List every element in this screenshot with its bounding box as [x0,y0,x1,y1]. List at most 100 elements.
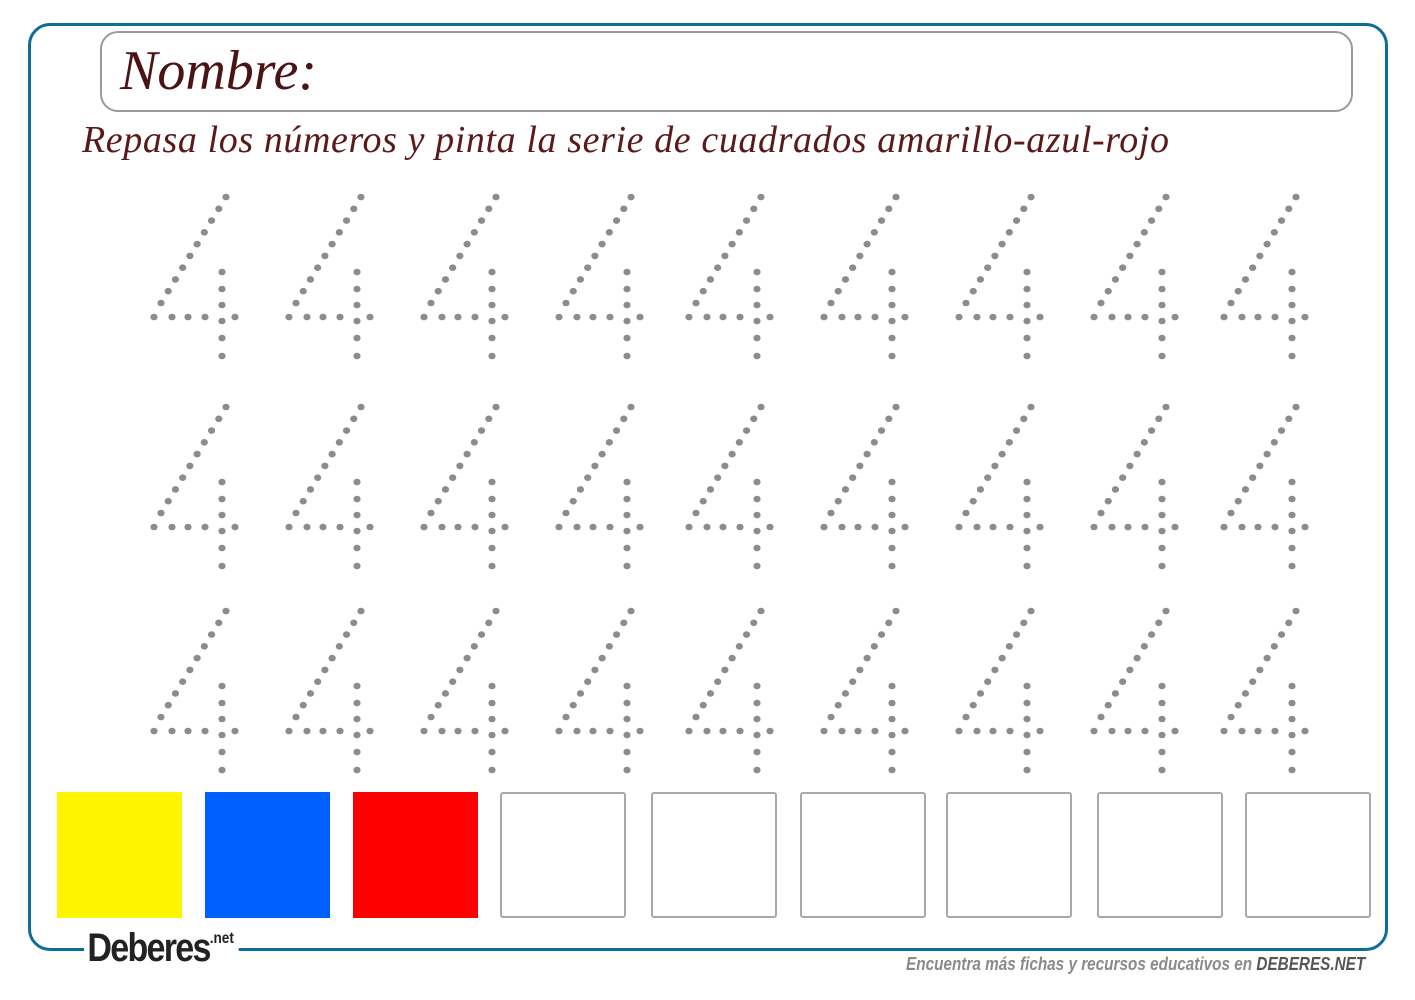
trace-dot [488,352,496,360]
trace-dot [1292,607,1300,615]
trace-dot [1036,523,1044,531]
trace-dot [471,313,479,321]
trace-dot [336,523,344,531]
trace-dot [888,301,896,309]
trace-dot [692,509,700,517]
trace-dot [1119,474,1127,481]
trace-dot [485,415,493,423]
trace-dot [834,497,842,505]
trace-dot [1234,497,1242,505]
trace-dot [1023,715,1031,723]
trace-dot [849,474,857,481]
trace-dot [856,462,864,470]
color-square-empty[interactable] [946,792,1072,918]
trace-dot [888,715,896,723]
tagline-text: Encuentra más fichas y recursos educativ… [905,954,1252,974]
trace-dot [171,690,180,697]
color-square-empty[interactable] [651,792,777,918]
dotted-digit-4 [820,193,909,360]
trace-dot [353,699,361,707]
trace-dot [1288,268,1296,276]
trace-dot [753,478,761,486]
trace-dot [589,727,597,735]
trace-dot [888,544,896,552]
trace-dot [1023,748,1031,756]
trace-dot [1288,562,1296,570]
trace-dot [1006,727,1014,735]
trace-dot [303,523,311,531]
dotted-digit-4 [420,403,509,570]
trace-dot [627,607,635,615]
trace-dot [706,276,715,283]
trace-dot [1254,727,1262,735]
color-square-empty[interactable] [500,792,626,918]
trace-dot [1162,193,1170,201]
trace-dot [1141,523,1149,531]
trace-dot [766,727,774,735]
trace-dot [576,690,585,697]
trace-dot [623,352,631,360]
trace-dot [470,229,478,236]
trace-dot [471,523,479,531]
trace-dot [714,678,722,685]
trace-dot [1023,731,1031,739]
trace-dot [1285,415,1293,423]
trace-dot [168,727,176,735]
trace-dot [353,495,361,503]
trace-dot [470,643,478,650]
trace-dot [1171,523,1179,531]
trace-dot [998,654,1006,662]
trace-dot [1155,205,1163,213]
trace-dot [827,713,835,721]
trace-dot [342,631,351,638]
trace-dot [856,666,864,674]
trace-dot [703,727,711,735]
trace-dot [989,313,997,321]
trace-dot [573,727,581,735]
trace-dot [1158,301,1166,309]
trace-dot [328,240,336,248]
trace-dot [463,240,471,248]
trace-dot [877,217,886,224]
trace-dot [328,450,336,458]
name-label: Nombre: [120,40,318,102]
trace-dot [1288,748,1296,756]
trace-dot [989,523,997,531]
trace-dot [623,495,631,503]
trace-dot [871,523,879,531]
color-square-empty[interactable] [800,792,926,918]
trace-dot [1023,766,1031,774]
trace-dot [1104,701,1112,709]
name-field[interactable]: Nombre: [100,31,1353,112]
trace-dot [1023,301,1031,309]
trace-dot [838,523,846,531]
trace-dot [471,727,479,735]
color-square-filled [205,792,330,918]
trace-dot [1005,643,1013,650]
trace-dot [353,748,361,756]
trace-dot [353,682,361,690]
trace-dot [888,317,896,325]
trace-dot [342,217,351,224]
trace-dot [1220,313,1228,321]
trace-dot [1147,217,1156,224]
trace-dot [721,252,729,260]
trace-dot [420,727,428,735]
trace-dot [1158,317,1166,325]
trace-dot [736,727,744,735]
trace-dot [350,619,358,627]
trace-dot [888,682,896,690]
trace-dot [901,523,909,531]
trace-dot [841,486,850,493]
trace-dot [888,511,896,519]
trace-dot [1108,727,1116,735]
trace-dot [766,523,774,531]
color-square-empty[interactable] [1097,792,1223,918]
trace-dot [1158,527,1166,535]
trace-dot [1126,252,1134,260]
trace-dot [623,731,631,739]
dotted-digit-4 [1220,193,1309,360]
color-square-empty[interactable] [1245,792,1371,918]
trace-dot [420,523,428,531]
trace-dot [1097,509,1105,517]
